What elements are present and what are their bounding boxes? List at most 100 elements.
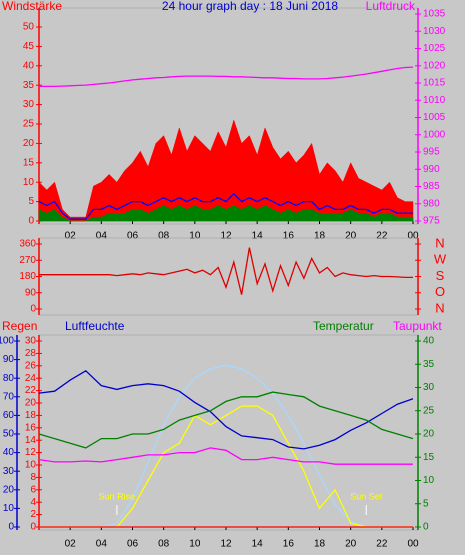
- tick-label: 995: [423, 147, 440, 158]
- tick-label: 0: [30, 522, 36, 533]
- tick-label: 360: [19, 239, 36, 250]
- tick-label: 30: [23, 99, 35, 110]
- tick-label: 0: [423, 522, 429, 533]
- series-line: [38, 192, 413, 220]
- header-label: 24 hour graph day : 18 Juni 2018: [162, 0, 338, 13]
- tick-label: 50: [23, 22, 35, 33]
- annotation: Sun Set: [350, 491, 383, 501]
- tick-label: 2: [30, 509, 36, 520]
- tick-label: 5: [423, 498, 429, 509]
- tick-label: 70: [3, 391, 15, 402]
- tick-label: N: [435, 300, 444, 315]
- tick-label: 10: [3, 503, 15, 514]
- header-label: Luftfeuchte: [65, 319, 125, 333]
- x-tick-label: 12: [220, 539, 232, 550]
- x-tick-label: 14: [252, 231, 264, 242]
- tick-label: 20: [423, 429, 435, 440]
- tick-label: 80: [3, 373, 15, 384]
- x-tick-label: 12: [220, 231, 232, 242]
- x-tick-label: 16: [283, 539, 295, 550]
- tick-label: 20: [25, 398, 37, 409]
- x-tick-label: 02: [65, 539, 77, 550]
- series-line: [39, 247, 413, 295]
- x-tick-label: 10: [189, 539, 201, 550]
- tick-label: 30: [3, 466, 15, 477]
- tick-label: 1005: [423, 112, 446, 123]
- x-tick-label: 20: [345, 539, 357, 550]
- tick-label: N: [435, 235, 444, 250]
- tick-label: 40: [23, 60, 35, 71]
- header-label: Regen: [2, 319, 37, 333]
- tick-label: 1030: [423, 26, 446, 37]
- tick-label: 25: [23, 119, 35, 130]
- tick-label: 90: [25, 287, 37, 298]
- series-line: [38, 391, 414, 449]
- series-line: [39, 66, 414, 88]
- tick-label: 5: [28, 196, 34, 207]
- tick-label: 60: [3, 410, 15, 421]
- tick-label: 10: [25, 460, 37, 471]
- series-line: [38, 369, 414, 450]
- header-label: Luftdruck: [366, 0, 416, 13]
- tick-label: 10: [23, 177, 35, 188]
- tick-label: S: [436, 268, 445, 283]
- tick-label: 20: [3, 484, 15, 495]
- tick-label: 90: [3, 354, 15, 365]
- tick-label: 26: [25, 360, 37, 371]
- tick-label: 0: [28, 216, 34, 227]
- x-tick-label: 22: [376, 539, 388, 550]
- x-tick-label: 08: [158, 231, 170, 242]
- x-tick-label: 18: [314, 231, 326, 242]
- tick-label: 12: [25, 447, 37, 458]
- series-area: [38, 205, 414, 222]
- header-label: Taupunkt: [393, 319, 442, 333]
- tick-label: 1035: [423, 9, 446, 20]
- x-tick-label: 22: [376, 231, 388, 242]
- tick-label: 100: [0, 336, 14, 347]
- tick-label: 45: [23, 41, 35, 52]
- tick-label: 1025: [423, 43, 446, 54]
- tick-label: 18: [25, 410, 37, 421]
- tick-label: 980: [423, 198, 440, 209]
- tick-label: 1020: [423, 60, 446, 71]
- tick-label: 975: [423, 216, 440, 227]
- x-tick-label: 16: [283, 231, 295, 242]
- header-label: Windstärke: [2, 0, 62, 13]
- x-tick-label: 18: [314, 539, 326, 550]
- tick-label: 8: [30, 472, 36, 483]
- tick-label: 16: [25, 422, 37, 433]
- tick-label: 24: [25, 373, 37, 384]
- tick-label: 270: [19, 255, 36, 266]
- tick-label: 985: [423, 181, 440, 192]
- tick-label: 0: [30, 304, 36, 315]
- x-tick-label: 04: [96, 539, 108, 550]
- tick-label: 1000: [423, 129, 446, 140]
- tick-label: 6: [30, 484, 36, 495]
- x-tick-label: 06: [127, 539, 139, 550]
- tick-label: 10: [423, 475, 435, 486]
- tick-label: 35: [423, 359, 435, 370]
- tick-label: 50: [3, 429, 15, 440]
- tick-label: 0: [8, 522, 14, 533]
- tick-label: 20: [23, 138, 35, 149]
- tick-label: 40: [423, 336, 435, 347]
- x-tick-label: 10: [189, 231, 201, 242]
- series-area: [38, 119, 414, 222]
- tick-label: W: [434, 252, 447, 267]
- tick-label: 35: [23, 80, 35, 91]
- tick-label: 30: [423, 382, 435, 393]
- tick-label: 1015: [423, 78, 446, 89]
- tick-label: 1010: [423, 95, 446, 106]
- x-tick-label: 00: [407, 231, 419, 242]
- series-line: [38, 447, 413, 465]
- x-tick-label: 14: [252, 539, 264, 550]
- tick-label: 990: [423, 164, 440, 175]
- x-tick-label: 20: [345, 231, 357, 242]
- x-tick-label: 02: [65, 231, 77, 242]
- tick-label: O: [435, 284, 445, 299]
- x-tick-label: 08: [158, 539, 170, 550]
- tick-label: 28: [25, 348, 37, 359]
- tick-label: 15: [23, 157, 35, 168]
